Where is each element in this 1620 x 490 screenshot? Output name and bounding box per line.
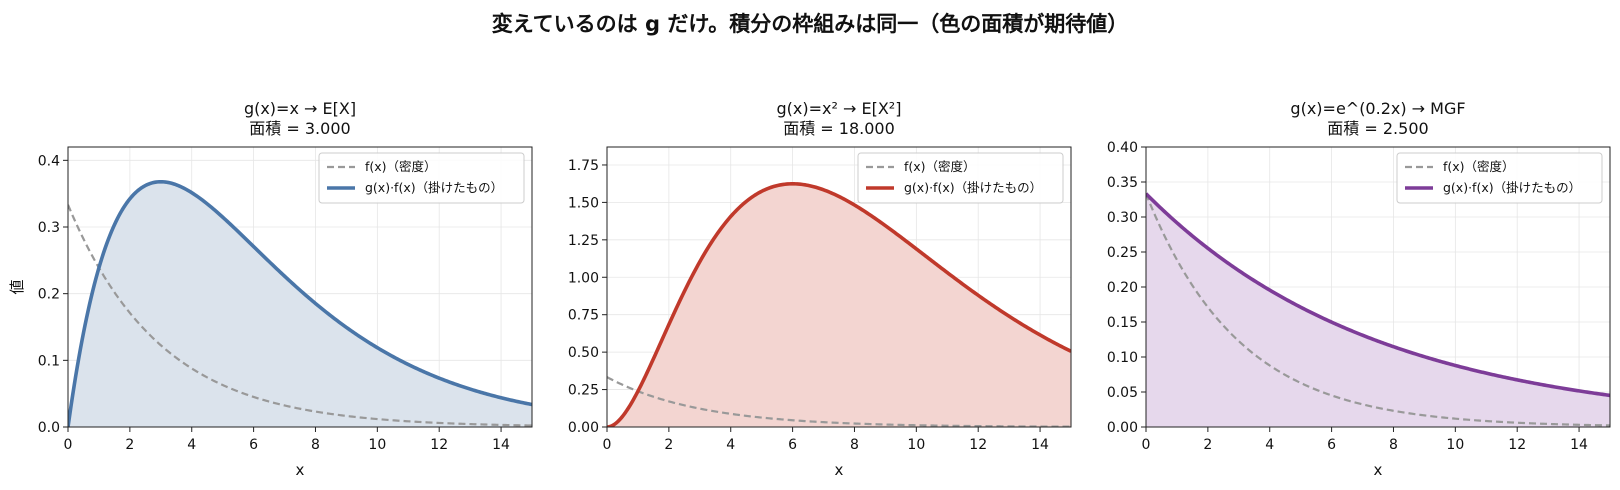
y-axis-label: 値 bbox=[8, 279, 26, 294]
density-line bbox=[607, 376, 1071, 427]
product-line bbox=[1146, 192, 1610, 398]
x-tick-label: 8 bbox=[850, 437, 859, 453]
legend-label-product: g(x)·f(x)（掛けたもの） bbox=[904, 180, 1042, 195]
y-tick-label: 0.00 bbox=[568, 420, 599, 436]
x-tick-label: 4 bbox=[187, 437, 196, 453]
y-tick-label: 0.4 bbox=[38, 153, 60, 169]
x-tick-label: 6 bbox=[788, 437, 797, 453]
x-tick-label: 0 bbox=[1142, 437, 1151, 453]
plot-area bbox=[1146, 192, 1610, 427]
legend-label-density: f(x)（密度） bbox=[365, 159, 437, 174]
x-tick-label: 4 bbox=[1265, 437, 1274, 453]
panel-3: 0 2 4 6 8 10 12 14 0.00 0.05 0.10 0.15 0.20 0.25 0.30 0… bbox=[1107, 99, 1611, 479]
y-tick-label: 0.05 bbox=[1107, 385, 1138, 401]
legend: f(x)（密度） g(x)·f(x)（掛けたもの） bbox=[857, 152, 1064, 204]
y-tick-label: 0.25 bbox=[1107, 245, 1138, 261]
x-axis-label: x bbox=[296, 461, 305, 479]
y-tick-label: 0.40 bbox=[1107, 140, 1138, 156]
x-tick-label: 8 bbox=[1389, 437, 1398, 453]
x-tick-label: 2 bbox=[125, 437, 134, 453]
area-fill bbox=[68, 181, 532, 427]
x-tick-label: 0 bbox=[603, 437, 612, 453]
plot-area bbox=[607, 182, 1071, 427]
y-tick-label: 1.50 bbox=[568, 195, 599, 211]
plot-frame bbox=[67, 146, 533, 428]
x-tick-label: 12 bbox=[430, 437, 448, 453]
legend-box bbox=[318, 152, 525, 204]
panel-title: g(x)=x² → E[X²] bbox=[777, 99, 902, 118]
figure-title: 変えているのは g だけ。積分の枠組みは同一（色の面積が期待値） bbox=[491, 12, 1129, 36]
y-tick-label: 1.75 bbox=[568, 158, 599, 174]
density-line bbox=[68, 204, 532, 427]
y-tick-label: 1.25 bbox=[568, 233, 599, 249]
legend-label-density: f(x)（密度） bbox=[1443, 159, 1515, 174]
density-line bbox=[1146, 193, 1610, 427]
y-tick-label: 0.15 bbox=[1107, 315, 1138, 331]
y-tick-label: 0.2 bbox=[38, 287, 60, 303]
x-tick-label: 4 bbox=[726, 437, 735, 453]
x-tick-label: 12 bbox=[969, 437, 987, 453]
y-tick-label: 0.50 bbox=[568, 345, 599, 361]
panel-subtitle: 面積 = 2.500 bbox=[1327, 119, 1428, 138]
x-tick-label: 6 bbox=[1327, 437, 1336, 453]
product-line bbox=[607, 182, 1071, 427]
panel-title: g(x)=e^(0.2x) → MGF bbox=[1290, 99, 1465, 118]
product-line bbox=[68, 179, 532, 427]
x-tick-label: 0 bbox=[64, 437, 73, 453]
y-tick-label: 0.35 bbox=[1107, 175, 1138, 191]
area-fill bbox=[607, 183, 1071, 427]
x-tick-label: 10 bbox=[368, 437, 386, 453]
y-tick-label: 0.20 bbox=[1107, 280, 1138, 296]
x-tick-label: 6 bbox=[249, 437, 258, 453]
y-tick-label: 0.1 bbox=[38, 353, 60, 369]
y-tick-label: 0.25 bbox=[568, 383, 599, 399]
y-tick-label: 0.00 bbox=[1107, 420, 1138, 436]
y-tick-label: 0.3 bbox=[38, 220, 60, 236]
x-tick-label: 2 bbox=[664, 437, 673, 453]
y-tick-label: 0.0 bbox=[38, 420, 60, 436]
x-axis-label: x bbox=[1374, 461, 1383, 479]
x-tick-label: 10 bbox=[907, 437, 925, 453]
plot-frame bbox=[606, 146, 1072, 428]
legend-box bbox=[857, 152, 1064, 204]
x-tick-label: 8 bbox=[311, 437, 320, 453]
plot-area bbox=[68, 179, 532, 427]
x-tick-label: 14 bbox=[1031, 437, 1049, 453]
legend-label-product: g(x)·f(x)（掛けたもの） bbox=[1443, 180, 1581, 195]
legend-box bbox=[1396, 152, 1603, 204]
y-tick-label: 0.10 bbox=[1107, 350, 1138, 366]
panel-subtitle: 面積 = 18.000 bbox=[783, 119, 895, 138]
area-fill bbox=[1146, 193, 1610, 427]
x-axis-label: x bbox=[835, 461, 844, 479]
x-tick-label: 12 bbox=[1508, 437, 1526, 453]
y-tick-label: 0.30 bbox=[1107, 210, 1138, 226]
panel-1: 0 2 4 6 8 10 12 14 0.0 0.1 0.2 0.3 0.4 x 値 g(x)=x → E[X… bbox=[8, 99, 533, 479]
panel-subtitle: 面積 = 3.000 bbox=[249, 119, 350, 138]
panel-2: 0 2 4 6 8 10 12 14 0.00 0.25 0.50 0.75 1.00 1.25 1.50 1… bbox=[568, 99, 1072, 479]
x-tick-label: 2 bbox=[1203, 437, 1212, 453]
y-tick-label: 0.75 bbox=[568, 308, 599, 324]
legend-label-density: f(x)（密度） bbox=[904, 159, 976, 174]
legend: f(x)（密度） g(x)·f(x)（掛けたもの） bbox=[1396, 152, 1603, 204]
y-tick-label: 1.00 bbox=[568, 270, 599, 286]
panel-title: g(x)=x → E[X] bbox=[244, 99, 356, 118]
x-tick-label: 14 bbox=[492, 437, 510, 453]
x-tick-label: 10 bbox=[1446, 437, 1464, 453]
legend-label-product: g(x)·f(x)（掛けたもの） bbox=[365, 180, 503, 195]
legend: f(x)（密度） g(x)·f(x)（掛けたもの） bbox=[318, 152, 525, 204]
x-tick-label: 14 bbox=[1570, 437, 1588, 453]
